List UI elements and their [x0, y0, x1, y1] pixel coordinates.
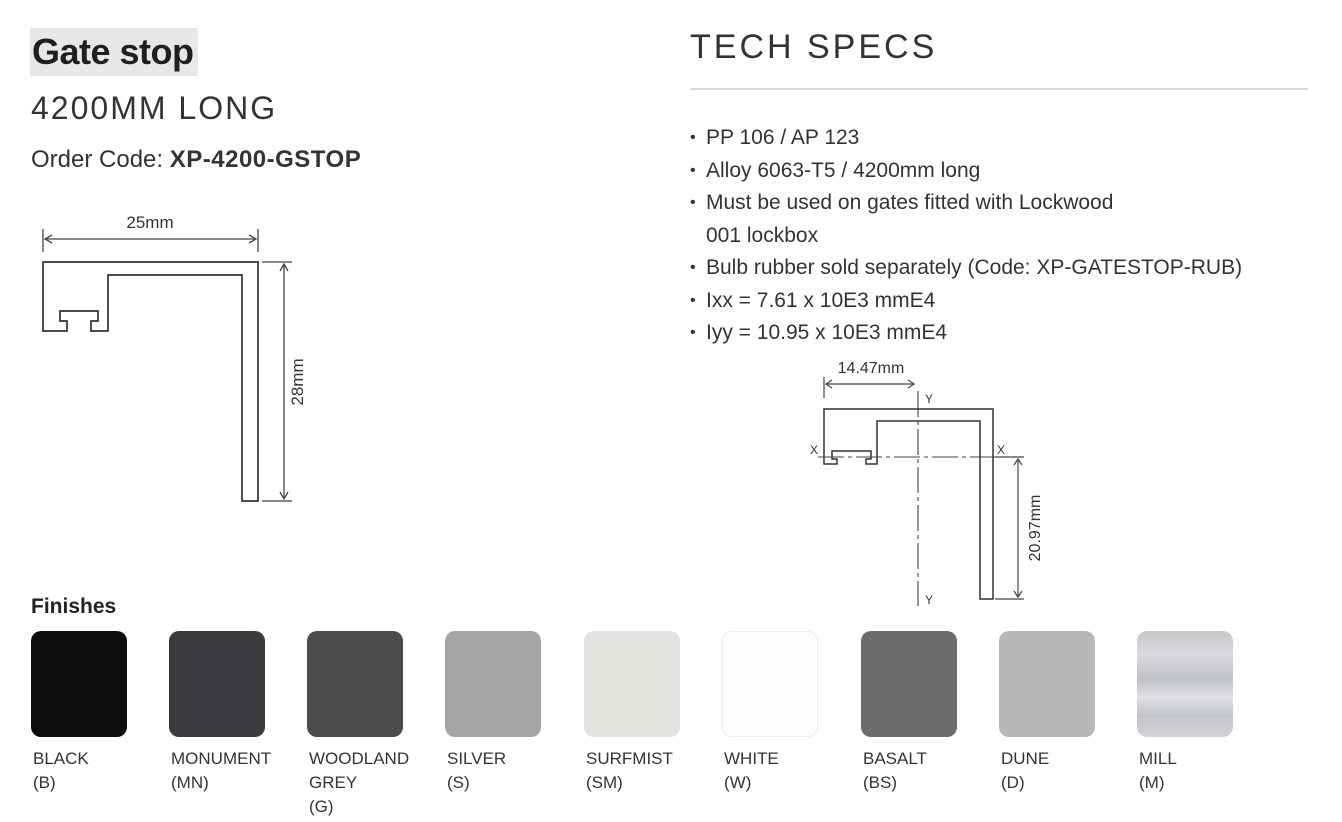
width-dimension-label: 25mm	[126, 213, 173, 232]
axis-x-label-right: X	[997, 443, 1005, 457]
finish-label-mill: MILL (M)	[1139, 749, 1177, 792]
finish-label-dune: DUNE (D)	[1001, 749, 1050, 792]
spec-item: Bulb rubber sold separately (Code: XP-GA…	[690, 252, 1242, 285]
finish-label-basalt: BASALT (BS)	[863, 749, 927, 792]
y-offset-dimension	[995, 456, 1024, 600]
centroid-axes	[818, 391, 1008, 606]
spec-item: Ixx = 7.61 x 10E3 mmE4	[690, 285, 1242, 318]
finish-label-black: BLACK (B)	[33, 749, 89, 792]
spec-item: PP 106 / AP 123	[690, 122, 1242, 155]
swatch-silver	[445, 631, 541, 737]
swatch-woodland-grey	[307, 631, 403, 737]
finishes-heading: Finishes	[31, 595, 117, 618]
width-dimension	[42, 229, 259, 252]
order-code-label: Order Code:	[31, 146, 164, 173]
order-code: Order Code: XP-4200-GSTOP	[31, 144, 361, 176]
axis-x-label-left: X	[810, 443, 818, 457]
spec-item: Alloy 6063-T5 / 4200mm long	[690, 155, 1242, 188]
section-outline	[823, 408, 994, 600]
x-offset-dimension	[823, 377, 916, 398]
axis-y-label-top: Y	[925, 392, 933, 406]
tech-specs-heading: TECH SPECS	[690, 28, 938, 66]
profile-drawing: 25mm 28mm	[42, 213, 307, 502]
swatch-dune	[999, 631, 1095, 737]
finish-label-surfmist: SURFMIST (SM)	[586, 749, 673, 792]
tech-specs-list: PP 106 / AP 123 Alloy 6063-T5 / 4200mm l…	[690, 122, 1242, 350]
finish-label-woodland-grey: WOODLAND GREY (G)	[309, 749, 410, 816]
spec-item: Iyy = 10.95 x 10E3 mmE4	[690, 317, 1242, 350]
product-length: 4200MM LONG	[31, 90, 278, 126]
spec-item: Must be used on gates fitted with Lockwo…	[690, 187, 1242, 252]
height-dimension	[262, 261, 292, 502]
centroid-drawing: 14.47mm 20.97mm X X Y Y	[810, 360, 1044, 607]
height-dimension-label: 28mm	[288, 358, 307, 405]
swatch-monument	[169, 631, 265, 737]
order-code-value: XP-4200-GSTOP	[169, 146, 362, 173]
swatch-mill	[1137, 631, 1233, 737]
axis-y-label-bottom: Y	[925, 593, 933, 607]
spec-item-continuation: 001 lockbox	[706, 223, 819, 247]
product-title: Gate stop	[30, 28, 198, 76]
finish-label-monument: MONUMENT (MN)	[171, 749, 272, 792]
x-offset-label: 14.47mm	[838, 360, 905, 377]
tech-specs-divider	[690, 88, 1308, 90]
swatch-surfmist	[584, 631, 680, 737]
swatch-black	[31, 631, 127, 737]
profile-outline	[42, 261, 259, 502]
finish-label-white: WHITE (W)	[724, 749, 779, 792]
y-offset-label: 20.97mm	[1027, 495, 1044, 562]
swatch-white	[722, 631, 818, 737]
finish-label-silver: SILVER (S)	[447, 749, 507, 792]
swatch-basalt	[861, 631, 957, 737]
